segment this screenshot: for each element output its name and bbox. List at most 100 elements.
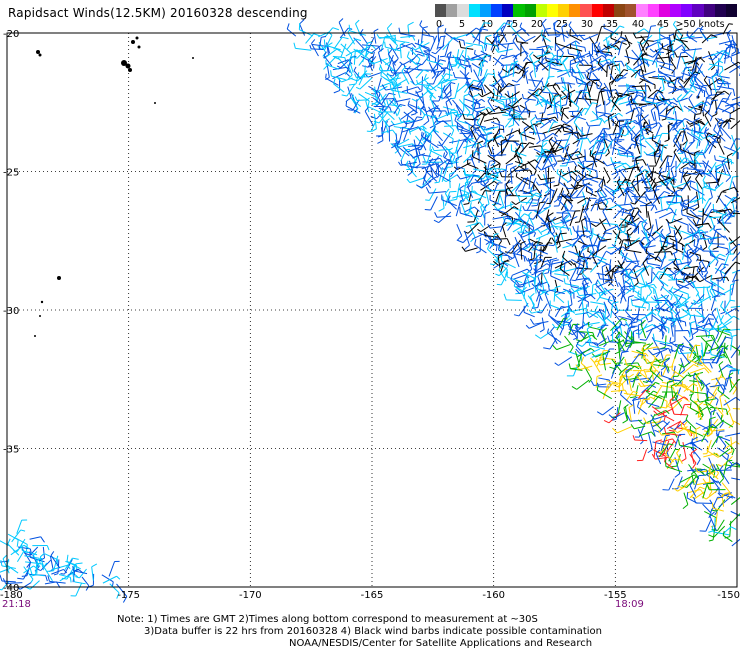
wind-barb — [680, 167, 689, 184]
island — [36, 50, 40, 54]
wind-barb — [655, 132, 669, 148]
legend-swatch — [479, 4, 491, 17]
wind-barb — [436, 35, 446, 50]
wind-barb — [487, 223, 502, 229]
wind-barb — [428, 157, 444, 163]
wind-barb — [546, 188, 558, 205]
wind-barb — [500, 138, 507, 157]
wind-barb — [597, 58, 608, 74]
island — [698, 105, 702, 109]
wind-barb — [534, 89, 543, 108]
wind-barb — [556, 71, 574, 78]
wind-barb — [400, 109, 418, 120]
wind-barb — [495, 34, 507, 49]
time-left: 21:18 — [2, 599, 31, 610]
wind-barb — [535, 99, 550, 106]
wind-barb — [650, 107, 656, 122]
wind-barb — [435, 67, 452, 79]
wind-barb — [462, 113, 479, 121]
wind-barb — [520, 41, 526, 57]
lat-tick-label: -25 — [3, 168, 19, 179]
wind-barb — [489, 77, 503, 87]
wind-barb — [615, 115, 632, 121]
wind-barb — [359, 28, 369, 45]
wind-barb — [724, 61, 740, 71]
note-line-3: NOAA/NESDIS/Center for Satellite Applica… — [289, 638, 593, 649]
wind-barb — [408, 145, 427, 151]
wind-barb — [634, 133, 641, 154]
wind-barb — [612, 147, 628, 158]
wind-barb — [694, 57, 706, 78]
wind-barb — [672, 241, 684, 254]
wind-barb — [541, 142, 548, 162]
wind-barb — [337, 77, 353, 83]
wind-barb — [669, 181, 690, 188]
island — [131, 40, 135, 44]
wind-barb — [627, 90, 645, 101]
wind-barb — [478, 195, 487, 212]
wind-barb — [483, 162, 500, 170]
wind-barb — [658, 172, 671, 191]
wind-barb — [548, 60, 555, 79]
wind-barb — [553, 123, 571, 136]
wind-barb — [504, 91, 520, 98]
wind-barb — [715, 432, 727, 451]
lat-tick-label: -35 — [3, 445, 19, 456]
wind-barb — [689, 367, 710, 374]
wind-barb — [448, 147, 453, 168]
wind-barb — [445, 62, 450, 81]
wind-barb — [567, 175, 578, 190]
wind-barb — [612, 183, 624, 196]
wind-barb — [533, 59, 541, 78]
wind-barb — [689, 209, 700, 225]
wind-barb — [574, 165, 586, 178]
wind-barb — [599, 100, 606, 118]
wind-barb — [376, 33, 396, 39]
wind-barb — [552, 343, 571, 351]
wind-barb — [415, 180, 432, 189]
wind-barb — [582, 93, 591, 107]
wind-barb — [666, 195, 682, 212]
wind-barb — [575, 312, 590, 318]
wind-barb — [414, 42, 430, 55]
wind-barb — [575, 76, 593, 87]
wind-barb — [541, 132, 558, 142]
wind-barb — [722, 526, 737, 535]
wind-barb — [458, 99, 471, 117]
wind-barb — [549, 300, 562, 310]
wind-speed-legend: 051015202530354045>50 knots — [435, 4, 740, 34]
wind-barb — [692, 219, 710, 226]
wind-barb — [624, 34, 631, 50]
wind-barb — [318, 35, 327, 50]
wind-barb — [682, 300, 696, 312]
wind-barb — [429, 144, 443, 157]
wind-barb — [638, 68, 654, 85]
wind-barb — [401, 65, 410, 85]
wind-barb — [545, 165, 550, 185]
wind-barb — [387, 48, 396, 66]
legend-swatch — [457, 4, 469, 17]
wind-barb — [527, 211, 534, 226]
wind-barb — [333, 36, 349, 50]
wind-barb — [531, 189, 543, 207]
island — [34, 335, 36, 337]
wind-barb — [323, 48, 343, 59]
wind-barb — [603, 41, 620, 49]
wind-barb — [660, 195, 666, 211]
wind-barb — [435, 116, 451, 123]
wind-barb — [674, 329, 691, 336]
wind-barb — [718, 119, 732, 128]
wind-barb — [581, 191, 587, 207]
wind-barb — [520, 131, 525, 148]
wind-barb — [711, 308, 719, 324]
wind-barb — [685, 414, 697, 430]
wind-barb — [504, 193, 512, 210]
wind-barb — [702, 233, 708, 251]
wind-barb — [611, 140, 622, 155]
wind-barb — [553, 94, 560, 113]
wind-barb — [572, 111, 586, 121]
wind-barb — [610, 33, 627, 46]
wind-barb — [351, 94, 362, 108]
island — [137, 45, 141, 49]
map-title: Rapidsact Winds(12.5KM) 20160328 descend… — [8, 6, 308, 20]
